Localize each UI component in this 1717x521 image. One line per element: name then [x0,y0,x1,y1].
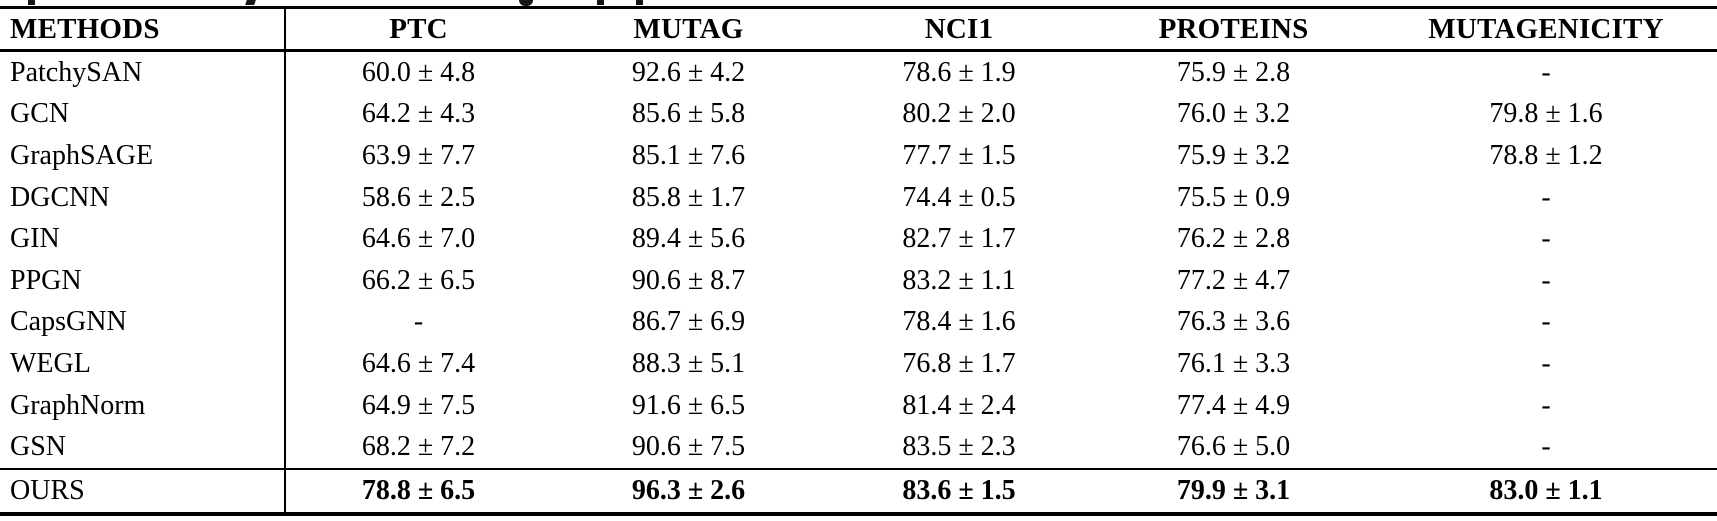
value-cell: 85.6 ± 5.8 [631,98,746,130]
value-cell: 90.6 ± 8.7 [631,264,746,296]
value-cell: 96.3 ± 2.6 [631,474,746,506]
value-cell: - [1541,223,1551,255]
caption-descender-fragment [597,0,604,5]
value-cell: 78.8 ± 1.2 [1489,139,1603,171]
caption-descender-fragment [28,0,35,5]
table-row: GSN 68.2 ± 7.2 90.6 ± 7.5 83.5 ± 2.3 76.… [0,426,1717,469]
value-cell: 91.6 ± 6.5 [631,389,746,421]
method-cell: DGCNN [0,176,286,219]
value-cell: 74.4 ± 0.5 [902,181,1016,213]
value-cell: - [1541,56,1551,88]
method-cell: GSN [0,426,286,469]
header-row: METHODS PTC MUTAG NCI1 PROTEINS MUTAGENI… [0,7,1717,51]
value-cell: 77.7 ± 1.5 [902,139,1016,171]
table-row: GIN 64.6 ± 7.0 89.4 ± 5.6 82.7 ± 1.7 76.… [0,218,1717,260]
value-cell: 66.2 ± 6.5 [361,264,476,296]
column-header-nci1: NCI1 [924,12,994,45]
caption-descender-fragment [519,0,533,6]
value-cell: 75.9 ± 3.2 [1176,139,1291,171]
table-row: PPGN 66.2 ± 6.5 90.6 ± 8.7 83.2 ± 1.1 77… [0,259,1717,302]
value-cell: 78.8 ± 6.5 [361,474,476,506]
value-cell: 89.4 ± 5.6 [631,223,746,255]
value-cell: - [1541,347,1551,379]
column-header-proteins: PROTEINS [1158,12,1309,45]
value-cell: 86.7 ± 6.9 [631,306,746,338]
column-header-mutag: MUTAG [633,12,744,45]
column-header-mutagenicity: MUTAGENICITY [1428,12,1664,45]
value-cell: 68.2 ± 7.2 [361,431,476,463]
value-cell: 76.8 ± 1.7 [902,347,1016,379]
caption-descender-fragment [636,0,643,5]
value-cell: 58.6 ± 2.5 [361,181,476,213]
method-cell: GIN [0,218,286,260]
value-cell: 83.2 ± 1.1 [902,264,1016,296]
value-cell: 92.6 ± 4.2 [631,56,746,88]
value-cell: 76.6 ± 5.0 [1176,431,1291,463]
value-cell: 83.6 ± 1.5 [902,474,1016,506]
value-cell: - [1541,431,1551,463]
value-cell: 63.9 ± 7.7 [361,139,476,171]
value-cell: 81.4 ± 2.4 [902,389,1016,421]
value-cell: 64.2 ± 4.3 [361,98,476,130]
value-cell: 90.6 ± 7.5 [631,431,746,463]
value-cell: 79.9 ± 3.1 [1176,474,1291,506]
value-cell: 78.6 ± 1.9 [902,56,1016,88]
value-cell: 77.2 ± 4.7 [1176,264,1291,296]
value-cell: 76.1 ± 3.3 [1176,347,1291,379]
value-cell: 85.1 ± 7.6 [631,139,746,171]
value-cell: 85.8 ± 1.7 [631,181,746,213]
method-cell: GraphSAGE [0,135,286,177]
table-row: DGCNN 58.6 ± 2.5 85.8 ± 1.7 74.4 ± 0.5 7… [0,176,1717,219]
value-cell: 78.4 ± 1.6 [902,306,1016,338]
table-row: PatchySAN 60.0 ± 4.8 92.6 ± 4.2 78.6 ± 1… [0,50,1717,94]
value-cell: 76.0 ± 3.2 [1176,98,1291,130]
value-cell: 83.5 ± 2.3 [902,431,1016,463]
value-cell: 64.6 ± 7.4 [361,347,476,379]
table-row: GraphSAGE 63.9 ± 7.7 85.1 ± 7.6 77.7 ± 1… [0,135,1717,177]
table-row: GCN 64.2 ± 4.3 85.6 ± 5.8 80.2 ± 2.0 76.… [0,93,1717,136]
value-cell: - [1541,264,1551,296]
method-cell: CapsGNN [0,301,286,344]
table-row: GraphNorm 64.9 ± 7.5 91.6 ± 6.5 81.4 ± 2… [0,384,1717,427]
column-header-methods: METHODS [0,7,286,51]
value-cell: 64.6 ± 7.0 [361,223,476,255]
method-cell: PPGN [0,259,286,302]
value-cell: - [413,306,424,338]
value-cell: 77.4 ± 4.9 [1176,389,1291,421]
value-cell: 75.9 ± 2.8 [1176,56,1291,88]
caption-descender-fragment [245,0,256,5]
column-header-ptc: PTC [389,12,448,45]
table-row: WEGL 64.6 ± 7.4 88.3 ± 5.1 76.8 ± 1.7 76… [0,343,1717,385]
method-cell: GraphNorm [0,384,286,427]
value-cell: 83.0 ± 1.1 [1489,474,1603,506]
method-cell: OURS [0,468,286,514]
value-cell: 80.2 ± 2.0 [902,98,1016,130]
method-cell: PatchySAN [0,50,286,94]
value-cell: 75.5 ± 0.9 [1176,181,1291,213]
method-cell: WEGL [0,343,286,385]
table-row-ours: OURS 78.8 ± 6.5 96.3 ± 2.6 83.6 ± 1.5 79… [0,468,1717,514]
value-cell: 64.9 ± 7.5 [361,389,476,421]
method-cell: GCN [0,93,286,136]
value-cell: - [1541,181,1551,213]
value-cell: 60.0 ± 4.8 [361,56,476,88]
value-cell: - [1541,389,1551,421]
table-row: CapsGNN - 86.7 ± 6.9 78.4 ± 1.6 76.3 ± 3… [0,301,1717,344]
value-cell: - [1541,306,1551,338]
results-table: METHODS PTC MUTAG NCI1 PROTEINS MUTAGENI… [0,6,1717,516]
value-cell: 88.3 ± 5.1 [631,347,746,379]
value-cell: 76.2 ± 2.8 [1176,223,1291,255]
value-cell: 82.7 ± 1.7 [902,223,1016,255]
value-cell: 79.8 ± 1.6 [1489,98,1603,130]
value-cell: 76.3 ± 3.6 [1176,306,1291,338]
